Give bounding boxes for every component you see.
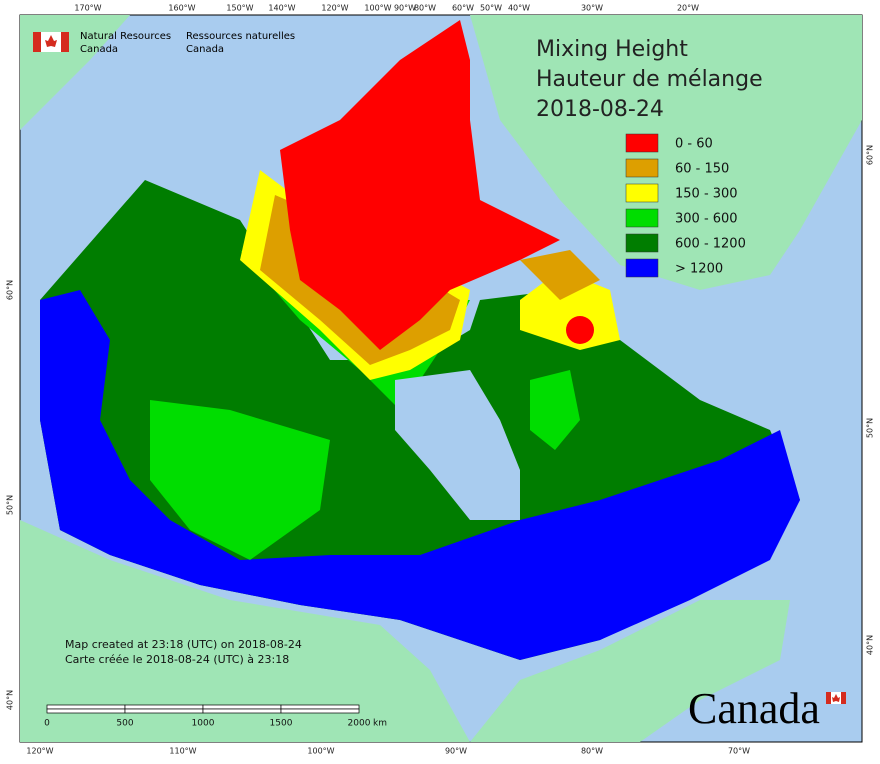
scale-label: 1000	[192, 719, 215, 729]
legend-swatch	[625, 183, 659, 203]
nrcan-logo: Natural Resources Canada Ressources natu…	[33, 31, 295, 55]
lon-label: 140°W	[268, 4, 295, 13]
title: Mixing Height	[536, 37, 688, 62]
canada-wordmark: Canada	[688, 684, 846, 733]
legend-label: 300 - 600	[675, 212, 738, 227]
usa-west	[20, 520, 470, 742]
region-300-600	[150, 400, 330, 560]
legend-swatch	[625, 258, 659, 278]
scale-segment	[202, 704, 282, 710]
scale-segment	[280, 708, 360, 714]
graticule-labels: 170°W 160°W 150°W 140°W 120°W 100°W 90°W80°W 60…	[6, 4, 875, 756]
legend-label: 0 - 60	[675, 137, 713, 152]
region-0-60	[280, 20, 560, 350]
lon-label: 120°W	[26, 747, 53, 756]
region-300-600-quebec	[530, 370, 580, 450]
region-150-300-east	[520, 270, 620, 350]
legend-label: 60 - 150	[675, 162, 729, 177]
canada	[40, 20, 800, 660]
lat-label: 60°N	[866, 145, 875, 165]
lon-label: 90°W	[445, 747, 467, 756]
scale-label: 2000	[348, 719, 371, 729]
legend: 0 - 60 60 - 150 150 - 300 300 - 600 600 - 12…	[625, 133, 746, 278]
lon-label: 150°W	[226, 4, 253, 13]
lon-label: 100°W	[364, 4, 391, 13]
lon-label: 50°W	[480, 4, 502, 13]
region-gt-1200	[40, 290, 800, 660]
legend-swatch	[625, 158, 659, 178]
usa-east	[470, 600, 790, 742]
lon-label: 20°W	[677, 4, 699, 13]
flag-bar	[61, 32, 69, 52]
lon-label: 70°W	[728, 747, 750, 756]
lon-label: 40°W	[508, 4, 530, 13]
scale-label: 1500	[270, 719, 293, 729]
scale-bar: 0 500 1000 1500 2000 km	[44, 704, 387, 729]
lat-label: 50°N	[866, 418, 875, 438]
scale-label: 500	[116, 719, 133, 729]
maple-leaf	[832, 694, 840, 702]
org-en: Natural Resources	[80, 31, 171, 42]
lon-label: 80°W	[581, 747, 603, 756]
lon-label: 160°W	[168, 4, 195, 13]
title-date: 2018-08-24	[536, 97, 664, 122]
lat-label: 40°N	[866, 635, 875, 655]
legend-label: > 1200	[675, 262, 723, 277]
org-en: Canada	[80, 44, 118, 55]
title: Hauteur de mélange	[536, 67, 763, 92]
org-fr: Ressources naturelles	[186, 31, 295, 42]
scale-unit: km	[373, 719, 387, 729]
land	[20, 15, 862, 742]
scale-segment	[46, 704, 126, 710]
lon-label: 170°W	[74, 4, 101, 13]
scale-segment	[280, 704, 360, 710]
scale-label: 0	[44, 719, 50, 729]
scale-segment	[202, 708, 282, 714]
flag-bar	[33, 32, 41, 52]
maple-leaf	[45, 35, 57, 47]
flag-bar	[841, 692, 846, 704]
wordmark: Canada	[688, 684, 820, 733]
lon-label: 30°W	[581, 4, 603, 13]
legend-label: 150 - 300	[675, 187, 738, 202]
scale-segment	[46, 708, 126, 714]
region-60-150-east	[520, 250, 600, 300]
region-0-60-spot	[566, 316, 594, 344]
legend-label: 600 - 1200	[675, 237, 746, 252]
lon-label: 100°W	[307, 747, 334, 756]
lat-label: 40°N	[6, 690, 15, 710]
lon-label: 110°W	[169, 747, 196, 756]
scale-segment	[124, 704, 204, 710]
lon-label: 80°W	[414, 4, 436, 13]
created-fr: Carte créée le 2018-08-24 (UTC) à 23:18	[65, 653, 289, 666]
lon-label: 120°W	[321, 4, 348, 13]
legend-swatch	[625, 208, 659, 228]
hudson-bay	[395, 370, 520, 520]
legend-swatch	[625, 133, 659, 153]
scale-segment	[124, 708, 204, 714]
flag-bar	[826, 692, 831, 704]
lon-label: 60°W	[452, 4, 474, 13]
org-fr: Canada	[186, 44, 224, 55]
greenland	[470, 15, 862, 290]
created-en: Map created at 23:18 (UTC) on 2018-08-24	[65, 638, 302, 651]
lat-label: 50°N	[6, 495, 15, 515]
legend-swatch	[625, 233, 659, 253]
lat-label: 60°N	[6, 280, 15, 300]
lon-label: 90°W	[394, 4, 416, 13]
